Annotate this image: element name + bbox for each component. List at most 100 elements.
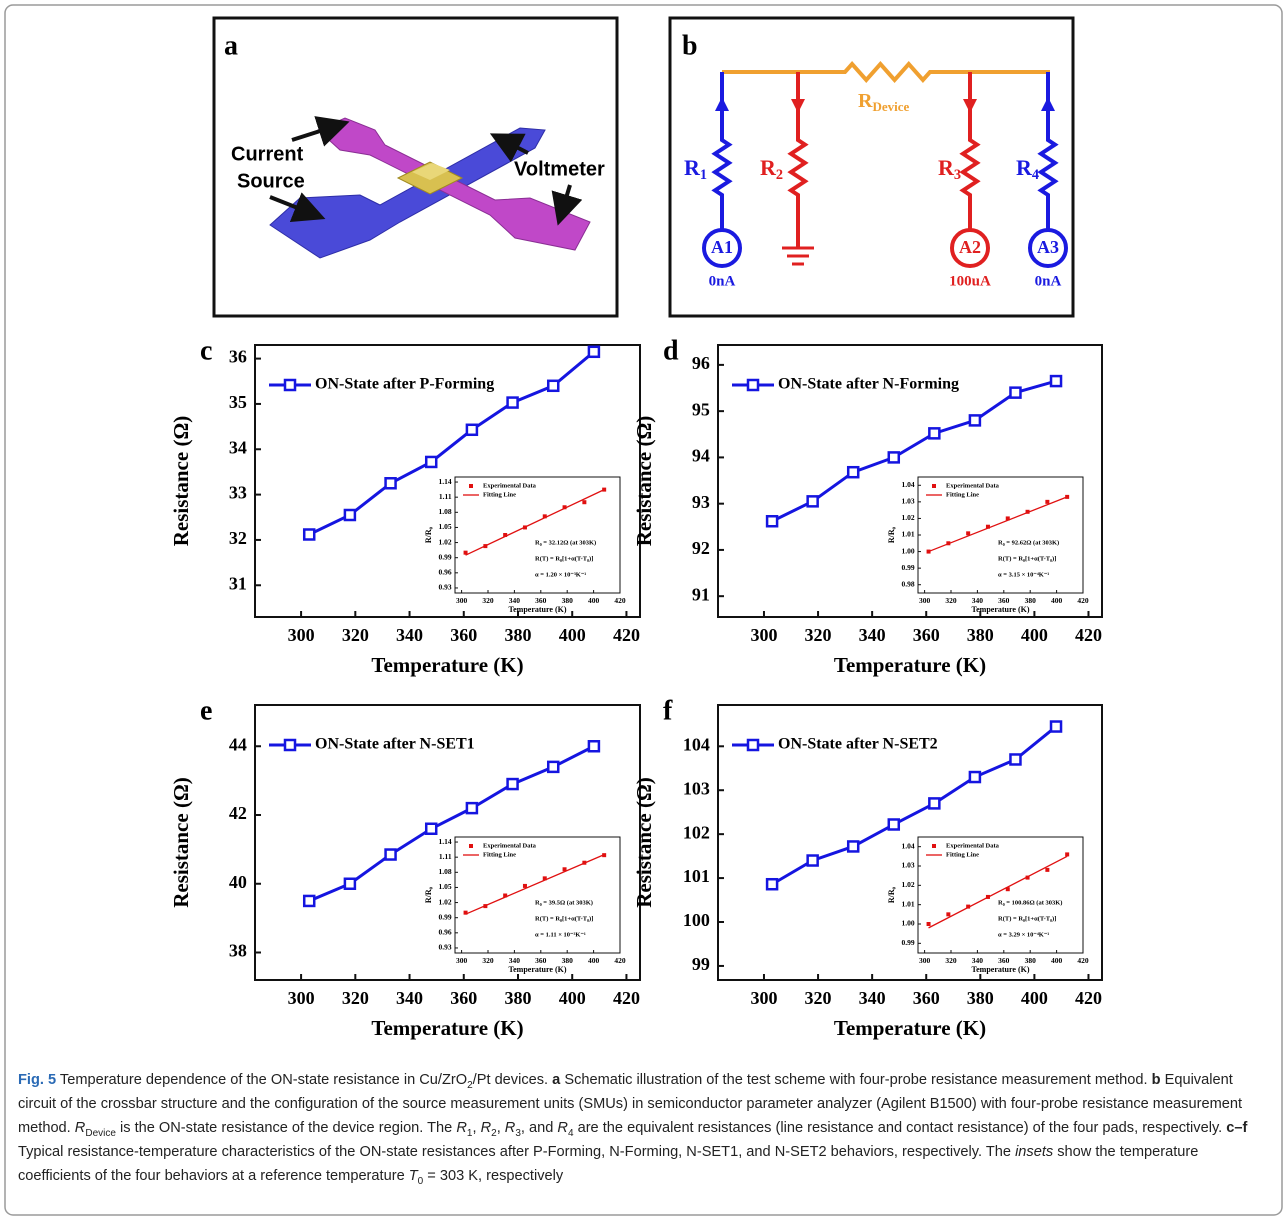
inset-legend-label: Fitting Line: [483, 851, 516, 858]
smu-label: A1: [711, 237, 733, 257]
y-axis-title: Resistance (Ω): [169, 777, 193, 908]
inset-legend-label: Experimental Data: [483, 842, 537, 849]
y-tick-label: 1.05: [439, 522, 452, 531]
inset-point: [1025, 509, 1030, 514]
inset-point: [522, 883, 527, 888]
inset-annotation: α = 3.29 × 10⁻⁴K⁻¹: [998, 931, 1049, 938]
caption-text: 4: [567, 1127, 574, 1139]
inset-y-title: R/R₀: [887, 886, 896, 903]
caption-text: Device: [85, 1127, 116, 1139]
x-tick-label: 340: [859, 625, 886, 645]
data-point: [1009, 753, 1022, 766]
x-axis-title: Temperature (K): [371, 1016, 523, 1040]
y-tick-label: 96: [692, 353, 710, 373]
y-tick-label: 1.02: [902, 880, 915, 889]
y-tick-label: 1.00: [902, 546, 915, 555]
inset-point: [1025, 875, 1030, 880]
x-tick-label: 320: [805, 988, 832, 1008]
arrow: [551, 184, 583, 226]
x-axis-title: Temperature (K): [834, 653, 986, 677]
x-tick-label: 380: [504, 988, 531, 1008]
x-tick-label: 380: [562, 596, 574, 605]
data-point: [968, 770, 982, 784]
plot-frame: [917, 476, 1084, 594]
y-tick-label: 34: [229, 437, 247, 457]
legend-label: ON-State after N-SET2: [778, 736, 938, 753]
inset-point: [1005, 516, 1010, 521]
data-point: [1009, 386, 1022, 399]
data-point: [424, 455, 438, 469]
y-tick-label: 40: [229, 872, 247, 892]
legend-marker: [283, 378, 297, 392]
x-tick-label: 360: [998, 956, 1010, 965]
current-arrow: [963, 99, 977, 113]
x-tick-label: 340: [972, 956, 984, 965]
legend-marker: [746, 378, 760, 392]
x-tick-label: 420: [1075, 625, 1102, 645]
x-tick-label: 400: [1021, 625, 1048, 645]
x-tick-label: 300: [919, 596, 931, 605]
data-line: [308, 350, 595, 536]
inset-point: [966, 904, 971, 909]
x-tick-label: 360: [535, 956, 547, 965]
data-point: [928, 427, 941, 440]
inset-annotation: R₀ = 32.12Ω (at 303K): [535, 539, 596, 546]
wire: [1037, 72, 1059, 230]
y-tick-label: 36: [229, 347, 247, 367]
inset-legend-label: Fitting Line: [946, 491, 979, 498]
label-sub: 4: [1032, 167, 1039, 183]
legend-label: ON-State after P-Forming: [315, 376, 494, 393]
data-line: [771, 725, 1057, 886]
resistor-label: RDevice: [858, 90, 909, 114]
fit-line: [928, 855, 1068, 929]
y-tick-label: 93: [692, 492, 710, 512]
y-tick-label: 102: [683, 822, 710, 842]
x-tick-label: 420: [613, 625, 640, 645]
caption-text: Equivalent circuit of the crossbar struc…: [18, 1072, 1243, 1136]
y-tick-label: 32: [229, 528, 247, 548]
x-tick-label: 340: [972, 596, 984, 605]
label-main: R: [684, 155, 701, 180]
y-tick-label: 1.02: [439, 537, 452, 546]
x-tick-label: 400: [588, 956, 600, 965]
y-tick-label: 31: [229, 573, 247, 593]
data-point: [1049, 374, 1063, 388]
panel-frame: [668, 16, 1075, 318]
x-tick-label: 320: [945, 596, 957, 605]
data-point: [968, 414, 982, 427]
y-tick-label: 92: [692, 538, 710, 558]
x-tick-label: 360: [535, 596, 547, 605]
inset-annotation: R₀ = 100.86Ω (at 303K): [998, 899, 1062, 906]
inset-point: [926, 922, 931, 926]
inset-point: [562, 867, 567, 872]
x-tick-label: 340: [509, 956, 521, 965]
pad-purple: [317, 117, 591, 251]
inset-point: [946, 912, 951, 917]
inset-annotation: R(T) = R₀[1+α(T-T₀)]: [535, 555, 593, 562]
x-tick-label: 300: [288, 988, 315, 1008]
panel-letter: f: [663, 695, 673, 726]
label-sub: Device: [872, 99, 909, 114]
data-point: [506, 396, 519, 409]
x-tick-label: 300: [456, 956, 468, 965]
y-axis-title: Resistance (Ω): [632, 777, 656, 908]
resistor-label: R1: [684, 155, 707, 183]
caption-text: are the equivalent resistances (line res…: [573, 1120, 1227, 1136]
data-point: [928, 797, 941, 810]
x-tick-label: 420: [613, 988, 640, 1008]
plot-frame: [454, 476, 621, 594]
data-line: [308, 744, 595, 903]
data-point: [465, 423, 479, 437]
data-point: [302, 894, 316, 908]
smu-current: 100uA: [949, 273, 991, 289]
x-tick-label: 400: [1021, 988, 1048, 1008]
y-tick-label: 38: [229, 941, 247, 961]
fit-line: [465, 854, 605, 915]
data-point: [546, 760, 560, 774]
caption-text: c–f: [1226, 1120, 1248, 1136]
x-tick-label: 380: [1025, 956, 1037, 965]
y-tick-label: 1.03: [902, 497, 915, 506]
inset-point: [1005, 887, 1010, 892]
caption-text: 0: [417, 1175, 424, 1187]
wire: [959, 72, 981, 230]
